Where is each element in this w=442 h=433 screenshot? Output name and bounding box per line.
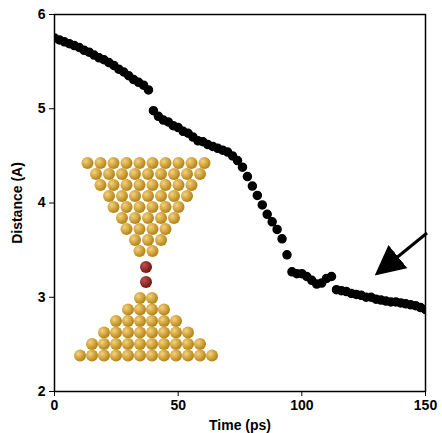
svg-text:Time (ps): Time (ps) [209,417,271,433]
svg-text:6: 6 [38,6,46,22]
svg-text:150: 150 [414,397,438,413]
svg-text:0: 0 [51,397,59,413]
svg-text:5: 5 [38,100,46,116]
svg-text:Distance (A): Distance (A) [9,162,25,244]
svg-text:100: 100 [290,397,314,413]
svg-text:2: 2 [38,383,46,399]
svg-text:3: 3 [38,289,46,305]
svg-text:50: 50 [170,397,186,413]
svg-text:4: 4 [38,194,46,210]
